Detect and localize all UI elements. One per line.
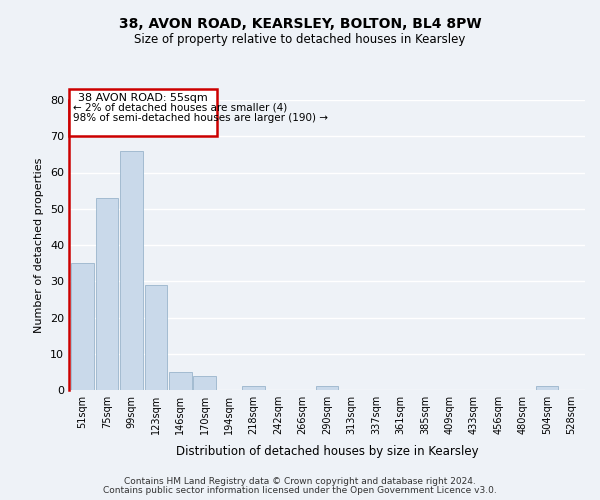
- Text: Contains public sector information licensed under the Open Government Licence v3: Contains public sector information licen…: [103, 486, 497, 495]
- Bar: [316, 386, 338, 390]
- Bar: [71, 263, 94, 390]
- X-axis label: Distribution of detached houses by size in Kearsley: Distribution of detached houses by size …: [176, 446, 478, 458]
- Text: 98% of semi-detached houses are larger (190) →: 98% of semi-detached houses are larger (…: [73, 112, 328, 122]
- Bar: [95, 198, 118, 390]
- Y-axis label: Number of detached properties: Number of detached properties: [34, 158, 44, 332]
- Text: Size of property relative to detached houses in Kearsley: Size of property relative to detached ho…: [134, 32, 466, 46]
- Bar: [242, 386, 265, 390]
- Text: 38, AVON ROAD, KEARSLEY, BOLTON, BL4 8PW: 38, AVON ROAD, KEARSLEY, BOLTON, BL4 8PW: [119, 18, 481, 32]
- Bar: [120, 151, 143, 390]
- Bar: [193, 376, 216, 390]
- Bar: [536, 386, 559, 390]
- Text: ← 2% of detached houses are smaller (4): ← 2% of detached houses are smaller (4): [73, 103, 287, 113]
- Text: 38 AVON ROAD: 55sqm: 38 AVON ROAD: 55sqm: [78, 94, 208, 104]
- Text: Contains HM Land Registry data © Crown copyright and database right 2024.: Contains HM Land Registry data © Crown c…: [124, 477, 476, 486]
- Bar: [169, 372, 191, 390]
- Bar: [145, 285, 167, 390]
- Bar: [69, 89, 217, 136]
